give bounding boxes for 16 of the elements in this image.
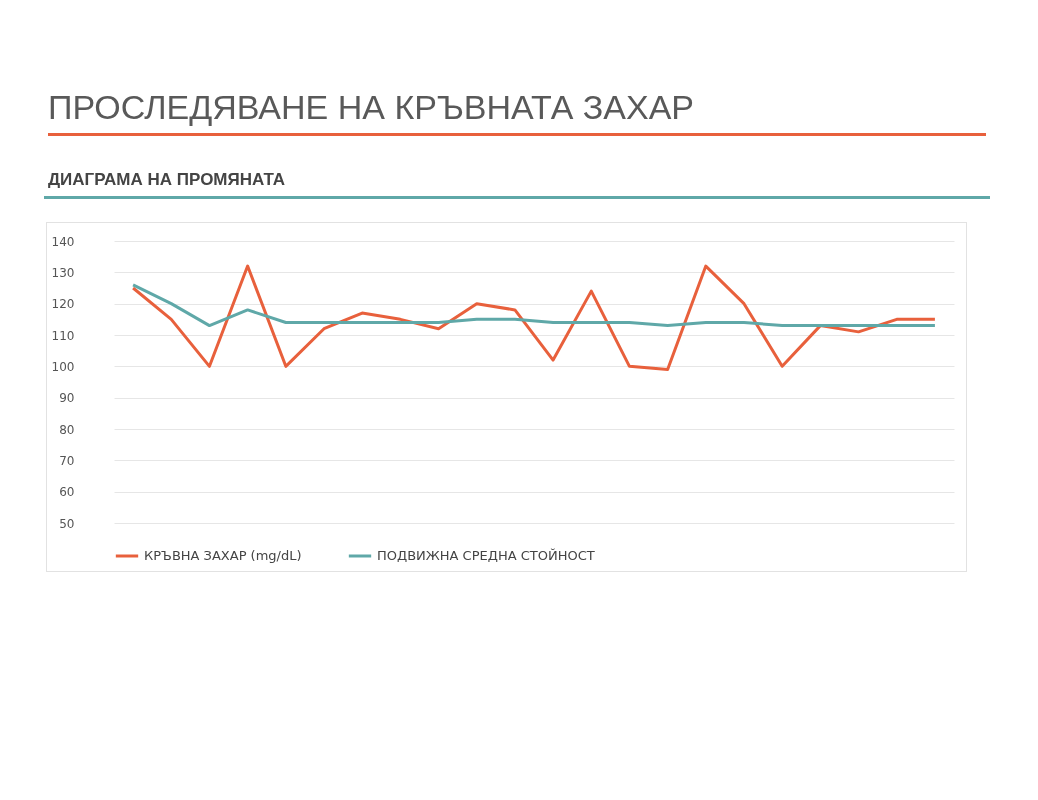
line-series [131,264,937,371]
y-tick-label: 90 [59,391,75,406]
y-tick-label: 110 [51,328,75,343]
y-tick-label: 140 [51,234,75,249]
y-tick-label: 120 [51,297,75,312]
legend-label: ПОДВИЖНА СРЕДНА СТОЙНОСТ [377,548,595,563]
y-tick-label: 80 [59,422,75,437]
chart-title: ПРОСЛЕДЯВАНЕ НА КРЪВНАТА ЗАХАР [48,88,986,136]
y-tick-label: 130 [51,265,75,280]
y-tick-label: 50 [59,516,75,531]
y-tick-label: 70 [59,453,75,468]
y-tick-label: 100 [51,359,75,374]
legend-label: КРЪВНА ЗАХАР (mg/dL) [144,548,302,563]
line-series [131,283,937,328]
y-tick-label: 60 [59,485,75,500]
chart-subtitle: ДИАГРАМА НА ПРОМЯНАТА [44,170,990,199]
